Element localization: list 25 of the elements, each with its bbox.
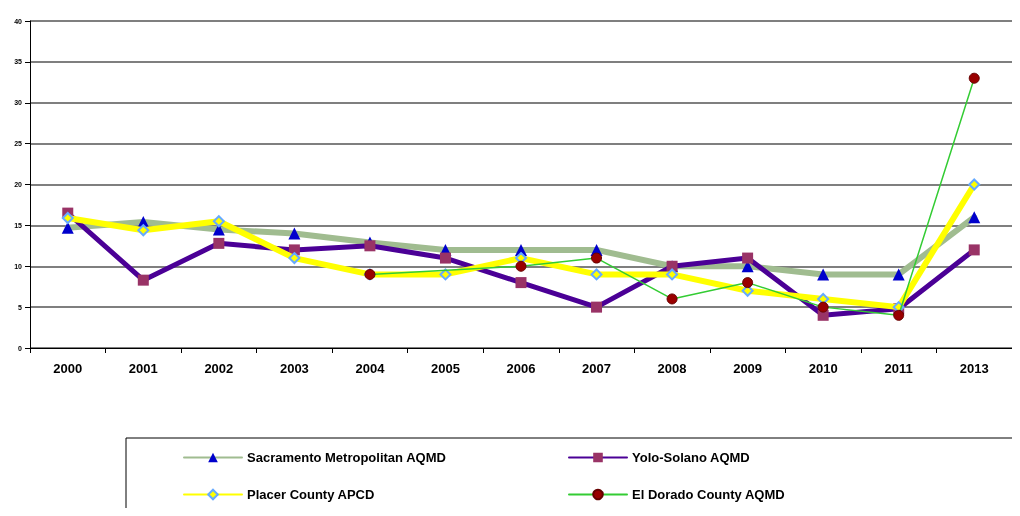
x-tick-label: 2003 bbox=[279, 361, 309, 376]
point bbox=[61, 212, 74, 225]
x-tick-label: 2004 bbox=[355, 361, 386, 376]
x-tick-label: 2008 bbox=[657, 361, 687, 376]
legend-label: Yolo-Solano AQMD bbox=[632, 450, 750, 465]
point bbox=[590, 268, 603, 281]
x-tick-label: 2007 bbox=[582, 361, 611, 376]
x-tick-label: 2009 bbox=[733, 361, 763, 376]
x-tick-label: 2011 bbox=[884, 361, 913, 376]
x-tick-label: 2010 bbox=[808, 361, 838, 376]
x-tick-label: 2005 bbox=[431, 361, 460, 376]
point bbox=[968, 178, 981, 191]
point bbox=[137, 224, 150, 237]
legend-label: El Dorado County AQMD bbox=[632, 487, 785, 502]
x-tick-label: 2006 bbox=[506, 361, 536, 376]
x-tick-label: 2002 bbox=[204, 361, 234, 376]
point bbox=[439, 268, 452, 281]
point bbox=[212, 215, 225, 228]
x-tick-label: 2000 bbox=[53, 361, 83, 376]
x-tick-label: 2001 bbox=[128, 361, 158, 376]
point bbox=[288, 252, 301, 265]
legend-label: Sacramento Metropolitan AQMD bbox=[247, 450, 446, 465]
x-tick-label: 2013 bbox=[959, 361, 989, 376]
legend-label: Placer County APCD bbox=[247, 487, 375, 502]
point bbox=[666, 268, 679, 281]
